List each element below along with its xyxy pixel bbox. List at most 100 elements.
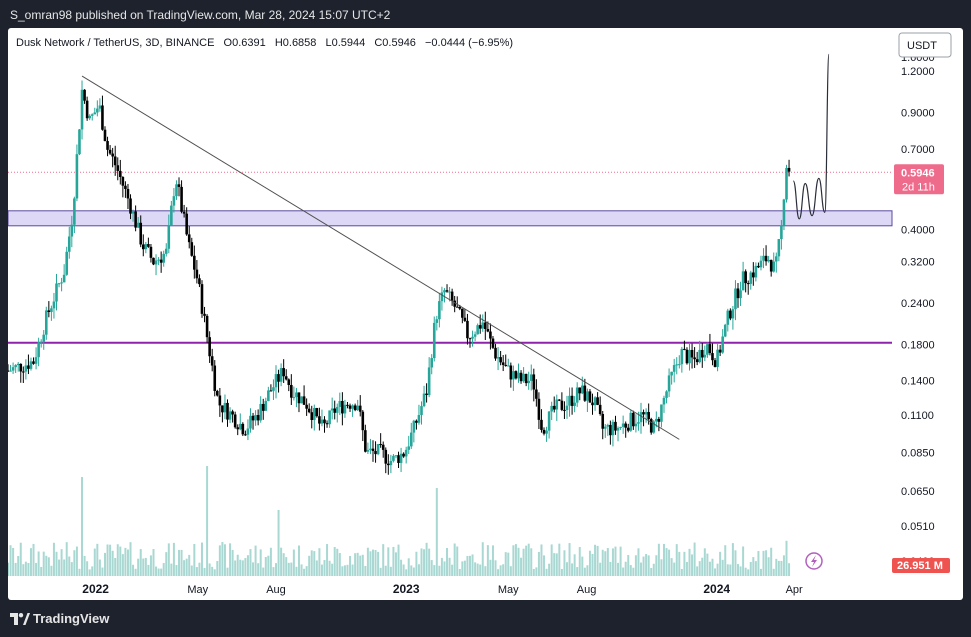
candle-body	[558, 399, 561, 401]
candle-body	[343, 404, 347, 414]
volume-bar	[223, 544, 226, 576]
candle-body	[387, 463, 390, 466]
price-chart[interactable]: 1.6000 1.20000.90000.70000.40000.32000.2…	[8, 28, 963, 600]
volume-bar	[507, 552, 510, 576]
volume-bar	[604, 551, 607, 576]
candle-body	[223, 402, 227, 413]
volume-bar	[366, 547, 369, 576]
candle-body	[315, 408, 319, 417]
volume-bar	[160, 568, 163, 576]
candle-body	[407, 446, 411, 450]
candle-body	[233, 414, 237, 428]
volume-bar	[200, 542, 203, 576]
candle-body	[147, 244, 150, 247]
candle-body	[586, 391, 589, 401]
symbol-name: Dusk Network / TetherUS, 3D, BINANCE	[16, 37, 214, 49]
candle-body	[683, 348, 686, 350]
volume-bar	[275, 563, 278, 576]
footer-brand[interactable]: TradingView	[33, 611, 110, 626]
candle-body	[723, 324, 727, 337]
candle-body	[785, 167, 788, 200]
volume-bar	[691, 554, 694, 576]
candle-body	[210, 356, 214, 366]
candle-body	[348, 405, 352, 409]
volume-bar	[392, 546, 395, 576]
volume-bar	[747, 569, 750, 576]
candle-body	[55, 283, 58, 302]
candle-body	[759, 260, 763, 268]
volume-bar	[81, 477, 84, 576]
volume-bar	[351, 564, 354, 576]
candle-body	[409, 432, 413, 447]
volume-bar	[583, 567, 586, 576]
candle-body	[318, 416, 321, 424]
candle-body	[744, 271, 747, 284]
candle-body	[364, 430, 367, 452]
lightning-icon[interactable]	[805, 552, 823, 570]
candle-body	[16, 363, 20, 366]
candle-body	[264, 400, 268, 411]
volume-bar	[149, 555, 152, 576]
volume-bar	[491, 545, 494, 576]
volume-bar	[328, 560, 331, 576]
volume-bar	[78, 568, 81, 576]
volume-bar	[683, 551, 686, 576]
resistance-zone[interactable]	[8, 210, 893, 227]
currency-button[interactable]: USDT	[898, 32, 952, 58]
candle-body	[50, 308, 53, 313]
volume-bar	[249, 549, 252, 576]
price-axis[interactable]: 1.6000 1.20000.90000.70000.40000.32000.2…	[892, 52, 950, 573]
candle-body	[716, 349, 719, 367]
volume-bar	[742, 546, 745, 576]
volume-bar	[257, 563, 260, 576]
candle-body	[62, 274, 66, 283]
volume-bar	[617, 562, 620, 576]
chart-frame[interactable]: 1.6000 1.2000 0.9000 0.7000 0.4000 0.3200 0.2…	[8, 28, 963, 600]
time-axis[interactable]: 2022 May Aug 2023 May Aug 2024 Apr	[82, 582, 803, 596]
volume-bar	[749, 561, 752, 576]
volume-bar	[571, 563, 574, 576]
volume-bar	[558, 543, 561, 576]
volume-bar	[668, 549, 671, 576]
candle-body	[754, 265, 758, 278]
candle-body	[473, 334, 477, 337]
candle-body	[297, 392, 301, 404]
volume-bar	[599, 562, 602, 576]
volume-bar	[714, 568, 717, 576]
candle-body	[734, 288, 737, 310]
price-tick-label: 1.2000	[901, 66, 935, 78]
candle-body	[435, 319, 439, 323]
candle-body	[335, 406, 339, 413]
volume-bar	[206, 466, 209, 576]
candle-body	[504, 364, 508, 366]
volume-bar	[553, 553, 556, 576]
candle-body	[677, 364, 681, 366]
volume-bar	[262, 567, 265, 576]
volume-bar	[453, 543, 456, 576]
candle-body	[560, 400, 564, 410]
candle-body	[8, 370, 10, 372]
volume-bar	[211, 566, 214, 576]
trendline[interactable]	[81, 75, 680, 440]
projection-path[interactable]	[792, 53, 830, 220]
volume-bar	[40, 566, 43, 576]
volume-bar	[415, 551, 418, 576]
volume-bar	[180, 549, 183, 576]
volume-bar	[24, 561, 27, 576]
volume-bar	[83, 555, 86, 576]
candle-body	[131, 211, 135, 214]
volume-bar	[320, 564, 323, 576]
candle-body	[159, 259, 163, 263]
volume-bar	[137, 558, 140, 576]
volume-bar	[458, 568, 461, 576]
candle-body	[774, 256, 778, 262]
candle-body	[769, 259, 773, 272]
tradingview-logo-icon[interactable]	[10, 613, 30, 625]
volume-bar	[782, 555, 785, 576]
volume-bar	[47, 557, 50, 576]
candle-body	[249, 415, 252, 429]
volume-bar	[410, 565, 413, 576]
volume-bar	[627, 555, 630, 576]
candle-body	[65, 251, 69, 275]
volume-bar	[532, 568, 535, 576]
